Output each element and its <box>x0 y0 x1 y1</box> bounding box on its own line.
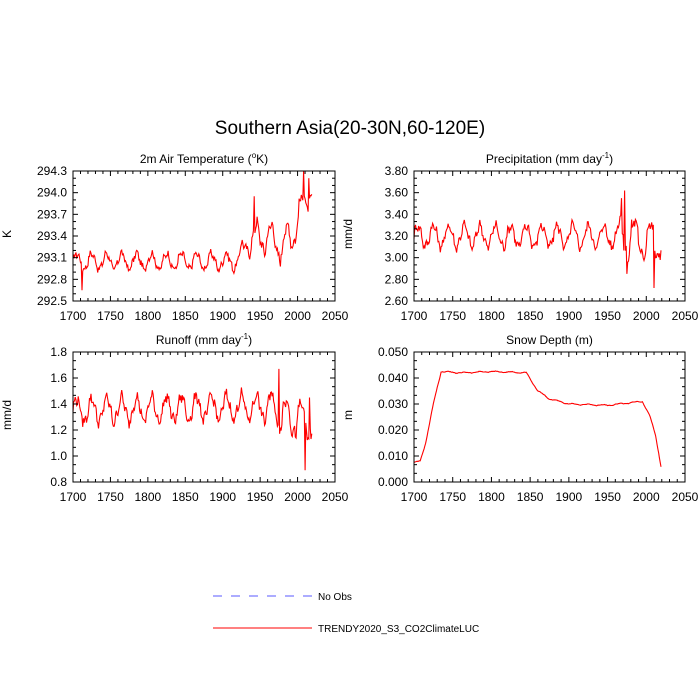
y-tick-label: 0.030 <box>378 397 408 411</box>
series-line-precip <box>413 190 662 289</box>
y-tick-label: 3.20 <box>385 229 409 243</box>
y-tick-label: 1.4 <box>50 397 67 411</box>
x-tick-label: 1950 <box>247 490 274 504</box>
y-tick-label: 294.3 <box>37 164 67 178</box>
y-tick-label: 3.60 <box>385 186 409 200</box>
y-tick-label: 0.8 <box>50 475 67 489</box>
panel-air-temperature: 2m Air Temperature (oK) K 1700 1750 1800 1850… <box>0 151 349 323</box>
panel-title-precip: Precipitation (mm day-1) <box>486 151 613 166</box>
panel-precipitation: Precipitation (mm day-1) mm/d 1700 1750 1800… <box>341 151 699 323</box>
x-tick-label: 1750 <box>97 309 124 323</box>
y-tick-label: 1.8 <box>50 345 67 359</box>
panel-title-snow: Snow Depth (m) <box>506 333 593 347</box>
x-tick-label: 1900 <box>209 490 236 504</box>
y-tick-label: 293.1 <box>37 251 67 265</box>
y-tick-label: 1.6 <box>50 371 67 385</box>
plot-frame-runoff <box>72 351 336 483</box>
x-tick-label: 2050 <box>672 490 699 504</box>
y-tick-label: 3.00 <box>385 251 409 265</box>
x-tick-label: 1900 <box>209 309 236 323</box>
x-tick-label: 1850 <box>517 490 544 504</box>
x-tick-label: 1850 <box>172 309 199 323</box>
x-tick-label: 1800 <box>478 309 505 323</box>
y-axis-label-temp: K <box>0 230 14 238</box>
y-axis-label-precip: mm/d <box>341 219 355 249</box>
x-tick-label: 1800 <box>135 309 162 323</box>
y-tick-label: 0.040 <box>378 371 408 385</box>
y-tick-label: 293.4 <box>37 229 67 243</box>
series-line-snow <box>413 370 662 467</box>
x-tick-label: 2000 <box>284 309 311 323</box>
x-tick-label: 1950 <box>594 309 621 323</box>
y-tick-label: 0.020 <box>378 423 408 437</box>
panel-snow-depth: Snow Depth (m) m 1700 1750 1800 1850 1900 1950 2… <box>341 333 699 504</box>
x-tick-label: 1850 <box>172 490 199 504</box>
x-tick-label: 1800 <box>135 490 162 504</box>
x-tick-label: 1750 <box>439 309 466 323</box>
y-tick-label: 292.8 <box>37 272 67 286</box>
x-tick-label: 2000 <box>633 490 660 504</box>
x-tick-label: 2050 <box>322 490 349 504</box>
x-tick-label: 1750 <box>439 490 466 504</box>
y-axis-label-runoff: mm/d <box>0 400 14 430</box>
y-tick-label: 3.80 <box>385 164 409 178</box>
panel-runoff: Runoff (mm day-1) mm/d 1700 1750 1800 1850 190… <box>0 332 349 504</box>
figure-title: Southern Asia(20-30N,60-120E) <box>215 118 485 139</box>
x-tick-label: 1950 <box>247 309 274 323</box>
plot-frame-precip <box>413 170 686 302</box>
legend-obs-label: No Obs <box>318 592 352 603</box>
y-tick-label: 3.40 <box>385 207 409 221</box>
y-tick-label: 2.80 <box>385 272 409 286</box>
y-tick-label: 1.0 <box>50 449 67 463</box>
y-tick-label: 294.0 <box>37 186 67 200</box>
y-tick-label: 1.2 <box>50 423 67 437</box>
y-tick-label: 0.000 <box>378 475 408 489</box>
x-tick-label: 1700 <box>60 490 87 504</box>
x-tick-label: 1750 <box>97 490 124 504</box>
y-tick-label: 293.7 <box>37 207 67 221</box>
legend-model-label: TRENDY2020_S3_CO2ClimateLUC <box>318 624 479 635</box>
y-tick-label: 2.60 <box>385 294 409 308</box>
x-tick-label: 1900 <box>556 309 583 323</box>
x-tick-label: 1850 <box>517 309 544 323</box>
series-line-temp <box>72 170 313 291</box>
x-tick-label: 2000 <box>284 490 311 504</box>
x-tick-label: 1700 <box>401 490 428 504</box>
series-line-runoff <box>72 368 313 471</box>
x-tick-label: 1800 <box>478 490 505 504</box>
x-tick-label: 1700 <box>60 309 87 323</box>
y-tick-label: 0.050 <box>378 345 408 359</box>
legend: No Obs TRENDY2020_S3_CO2ClimateLUC <box>213 592 479 635</box>
panel-title-temp: 2m Air Temperature (oK) <box>140 151 268 166</box>
y-tick-label: 292.5 <box>37 294 67 308</box>
x-tick-label: 1950 <box>594 490 621 504</box>
x-tick-label: 2000 <box>633 309 660 323</box>
x-tick-label: 2050 <box>672 309 699 323</box>
x-tick-label: 2050 <box>322 309 349 323</box>
y-axis-label-snow: m <box>341 410 355 420</box>
x-tick-label: 1700 <box>401 309 428 323</box>
x-tick-label: 1900 <box>556 490 583 504</box>
y-tick-label: 0.010 <box>378 449 408 463</box>
panel-title-runoff: Runoff (mm day-1) <box>156 332 252 347</box>
plot-frame-snow <box>413 351 686 483</box>
